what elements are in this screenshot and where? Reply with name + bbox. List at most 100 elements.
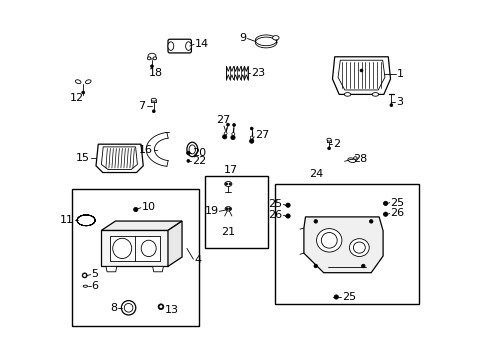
- Circle shape: [222, 135, 226, 139]
- Ellipse shape: [185, 42, 191, 50]
- Ellipse shape: [344, 93, 350, 96]
- Text: 23: 23: [250, 68, 264, 78]
- Circle shape: [228, 208, 230, 210]
- Ellipse shape: [186, 142, 197, 157]
- Text: 22: 22: [192, 156, 206, 166]
- Circle shape: [224, 132, 226, 135]
- Circle shape: [226, 123, 229, 126]
- Ellipse shape: [347, 158, 355, 162]
- Circle shape: [186, 159, 189, 162]
- Text: 20: 20: [192, 148, 205, 158]
- Circle shape: [150, 65, 153, 68]
- Polygon shape: [101, 147, 137, 170]
- Text: 25: 25: [268, 199, 282, 210]
- Text: 19: 19: [204, 206, 218, 216]
- Text: 25: 25: [389, 198, 404, 208]
- Ellipse shape: [189, 145, 195, 154]
- Text: 15: 15: [76, 153, 89, 163]
- Circle shape: [313, 264, 317, 268]
- Ellipse shape: [224, 207, 231, 211]
- Text: 6: 6: [91, 281, 98, 291]
- Circle shape: [121, 301, 136, 315]
- Text: 14: 14: [195, 39, 209, 49]
- Bar: [204, 176, 267, 248]
- Circle shape: [186, 151, 190, 155]
- Text: 11: 11: [60, 215, 74, 225]
- Text: 26: 26: [389, 208, 404, 219]
- Text: 5: 5: [91, 269, 98, 279]
- Circle shape: [82, 273, 87, 278]
- Polygon shape: [152, 266, 163, 272]
- Ellipse shape: [168, 42, 173, 50]
- Ellipse shape: [353, 242, 365, 253]
- Circle shape: [383, 212, 387, 216]
- Circle shape: [231, 132, 234, 135]
- Circle shape: [368, 220, 372, 223]
- Text: 28: 28: [353, 154, 367, 164]
- Text: 2: 2: [332, 139, 339, 149]
- Text: 4: 4: [194, 255, 201, 265]
- Circle shape: [160, 306, 162, 308]
- Bar: [72, 189, 199, 326]
- Circle shape: [327, 147, 330, 150]
- Circle shape: [250, 136, 253, 139]
- Circle shape: [81, 91, 84, 94]
- Polygon shape: [303, 217, 382, 273]
- Circle shape: [158, 304, 163, 310]
- Circle shape: [359, 69, 362, 72]
- Circle shape: [225, 208, 227, 210]
- Ellipse shape: [316, 229, 341, 252]
- Polygon shape: [332, 57, 390, 94]
- Ellipse shape: [147, 57, 151, 60]
- Ellipse shape: [151, 98, 156, 101]
- Polygon shape: [337, 60, 384, 90]
- Text: 16: 16: [139, 145, 153, 156]
- Circle shape: [249, 139, 253, 143]
- Bar: [275, 184, 418, 304]
- Circle shape: [225, 183, 227, 185]
- Polygon shape: [106, 266, 117, 272]
- Ellipse shape: [349, 239, 368, 257]
- Polygon shape: [101, 230, 168, 266]
- Ellipse shape: [85, 80, 91, 84]
- Polygon shape: [168, 221, 182, 266]
- Text: 27: 27: [255, 130, 269, 140]
- Text: 10: 10: [142, 202, 156, 212]
- Circle shape: [285, 214, 289, 218]
- Ellipse shape: [224, 181, 231, 186]
- Circle shape: [333, 295, 338, 299]
- Polygon shape: [101, 221, 182, 230]
- Text: 24: 24: [309, 169, 323, 179]
- Circle shape: [83, 274, 85, 276]
- Circle shape: [230, 135, 235, 140]
- Text: 9: 9: [239, 33, 246, 43]
- Ellipse shape: [113, 238, 131, 258]
- Circle shape: [313, 220, 317, 223]
- FancyBboxPatch shape: [168, 39, 191, 53]
- Text: 1: 1: [396, 69, 403, 79]
- Circle shape: [383, 201, 387, 206]
- Text: 26: 26: [268, 210, 282, 220]
- Ellipse shape: [321, 233, 336, 248]
- Polygon shape: [109, 236, 160, 261]
- Ellipse shape: [153, 57, 156, 60]
- Circle shape: [389, 104, 392, 107]
- Circle shape: [250, 127, 253, 130]
- Ellipse shape: [353, 157, 356, 159]
- Ellipse shape: [75, 80, 81, 84]
- Circle shape: [232, 123, 235, 126]
- Ellipse shape: [326, 138, 330, 141]
- Polygon shape: [226, 66, 247, 80]
- Text: 12: 12: [70, 93, 84, 103]
- Circle shape: [361, 264, 365, 268]
- Text: 27: 27: [215, 115, 229, 125]
- Text: 21: 21: [221, 227, 235, 237]
- Text: 17: 17: [224, 165, 237, 175]
- Text: 25: 25: [341, 292, 355, 302]
- Circle shape: [133, 207, 138, 212]
- Polygon shape: [96, 144, 143, 172]
- Ellipse shape: [148, 53, 156, 59]
- Text: 18: 18: [149, 68, 163, 78]
- Circle shape: [152, 110, 155, 113]
- Circle shape: [124, 303, 133, 312]
